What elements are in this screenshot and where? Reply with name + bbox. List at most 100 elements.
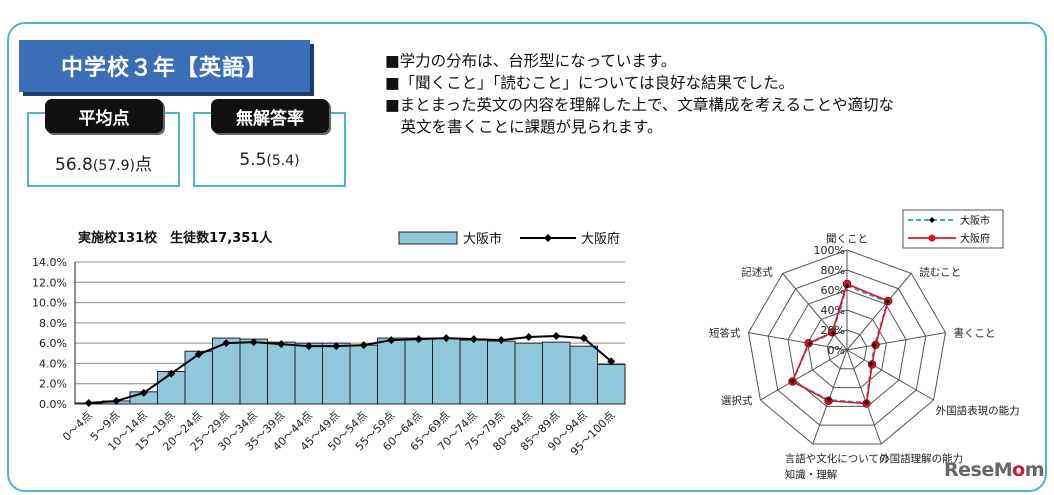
- legend-label: 大阪府: [960, 232, 990, 245]
- radar-marker: [826, 397, 832, 403]
- bar: [404, 337, 433, 405]
- bar: [267, 341, 296, 405]
- line-marker: [249, 338, 258, 347]
- note-line: ■「聞くこと」「読むこと」については良好な結果でした。: [385, 74, 795, 92]
- line-marker: [469, 335, 478, 344]
- radar-ring: [787, 289, 907, 407]
- series-line: [88, 335, 612, 404]
- line-marker: [112, 396, 121, 405]
- line-marker: [579, 334, 588, 343]
- line-marker: [222, 339, 231, 348]
- no-answer-rate-label: 無解答率: [211, 99, 329, 133]
- x-tick-label: 0～4点: [60, 409, 95, 444]
- panel-frame: [7, 22, 1047, 492]
- legend-marker: [544, 234, 552, 242]
- y-tick-label: 0.0%: [39, 398, 67, 411]
- bar: [212, 337, 241, 405]
- radar-axis-label: 短答式: [709, 327, 741, 340]
- bar: [597, 363, 626, 405]
- note-line: ■まとまった英文の内容を理解した上で、文章構成を考えることや適切な: [385, 96, 894, 114]
- bar: [432, 337, 461, 405]
- radar-ring: [767, 269, 927, 426]
- radar-axis-label: 言語や文化についての知識・理解: [785, 452, 890, 481]
- radar-marker: [884, 299, 890, 305]
- line-marker: [304, 342, 313, 351]
- bar: [487, 340, 516, 405]
- bar: [239, 338, 268, 405]
- line-marker: [84, 398, 93, 407]
- radar-ring: [826, 329, 868, 370]
- radar-spoke: [846, 332, 946, 351]
- bar: [322, 342, 351, 405]
- radar-tick-label: 60%: [821, 284, 845, 297]
- line-marker: [194, 350, 203, 359]
- radar-spoke: [748, 332, 848, 351]
- bar: [349, 344, 378, 405]
- y-tick-label: 4.0%: [39, 357, 67, 370]
- legend-swatch-bar: [398, 231, 458, 245]
- radar-axis-label: 選択式: [721, 394, 753, 407]
- line-marker: [607, 357, 616, 366]
- radar-axis-label: 聞くこと: [826, 233, 868, 245]
- radar-chart: 0%20%40%60%80%100%聞くこと読むこと書くこと外国語表現の能力外国…: [709, 209, 1020, 481]
- line-marker: [139, 388, 148, 397]
- radar-axis-label: 外国語表現の能力: [936, 404, 1020, 417]
- bar: [184, 350, 213, 405]
- line-marker: [442, 334, 451, 343]
- legend-label: 大阪市: [463, 231, 502, 247]
- line-marker: [524, 333, 533, 342]
- radar-tick-label: 0%: [828, 344, 845, 357]
- radar-spoke: [846, 273, 912, 351]
- y-tick-label: 8.0%: [39, 317, 67, 330]
- radar-tick-label: 100%: [814, 244, 845, 257]
- bar: [569, 345, 598, 405]
- y-tick-label: 6.0%: [39, 337, 67, 350]
- radar-marker: [807, 340, 813, 346]
- radar-axis-label: 書くこと: [953, 327, 995, 340]
- radar-series-osaka-pref: [791, 282, 890, 405]
- line-marker: [497, 336, 506, 345]
- radar-spoke: [846, 349, 882, 445]
- chart-title: 実施校131校 生徒数17,351人: [78, 230, 273, 246]
- bar: [542, 341, 571, 405]
- y-tick-label: 12.0%: [32, 276, 67, 289]
- line-marker: [387, 336, 396, 345]
- radar-marker: [830, 330, 836, 336]
- y-tick-label: 14.0%: [32, 256, 67, 269]
- note-line: ■学力の分布は、台形型になっています。: [385, 52, 677, 70]
- radar-ring: [747, 249, 947, 445]
- radar-axis-label: 記述式: [741, 265, 773, 278]
- legend-marker: [928, 234, 936, 242]
- bar: [514, 342, 543, 405]
- page-title: 中学校３年【英語】: [19, 40, 310, 92]
- radar-marker: [872, 342, 878, 348]
- radar-spoke: [846, 349, 934, 401]
- radar-marker: [868, 361, 874, 367]
- legend-label: 大阪府: [581, 232, 620, 247]
- radar-spoke: [782, 273, 848, 351]
- summary-notes: ■学力の分布は、台形型になっています。 ■「聞くこと」「読むこと」については良好…: [385, 50, 894, 138]
- no-answer-rate-value: 5.5(5.4): [239, 150, 300, 170]
- line-marker: [552, 332, 561, 341]
- bar: [294, 342, 323, 405]
- radar-axis-label: 読むこと: [919, 265, 961, 278]
- average-score-label: 平均点: [45, 99, 163, 133]
- bar: [377, 337, 406, 405]
- legend-marker: [929, 217, 935, 223]
- radar-marker: [789, 379, 795, 384]
- line-marker: [332, 342, 341, 351]
- radar-axis-label: 外国語理解の能力: [879, 452, 963, 465]
- line-marker: [277, 340, 286, 349]
- line-marker: [359, 341, 368, 350]
- radar-marker: [844, 283, 850, 289]
- y-tick-label: 2.0%: [39, 378, 67, 391]
- radar-marker: [863, 400, 869, 406]
- line-marker: [414, 335, 423, 344]
- bar: [459, 339, 488, 405]
- resemom-logo: ReseMom: [944, 459, 1045, 481]
- radar-spoke: [760, 349, 848, 401]
- distribution-chart: 0.0%2.0%4.0%6.0%8.0%10.0%12.0%14.0%0～4点5…: [32, 230, 626, 458]
- legend-label: 大阪市: [960, 214, 990, 227]
- average-score-value: 56.8(57.9)点: [55, 155, 152, 175]
- radar-legend-box: [902, 209, 1004, 249]
